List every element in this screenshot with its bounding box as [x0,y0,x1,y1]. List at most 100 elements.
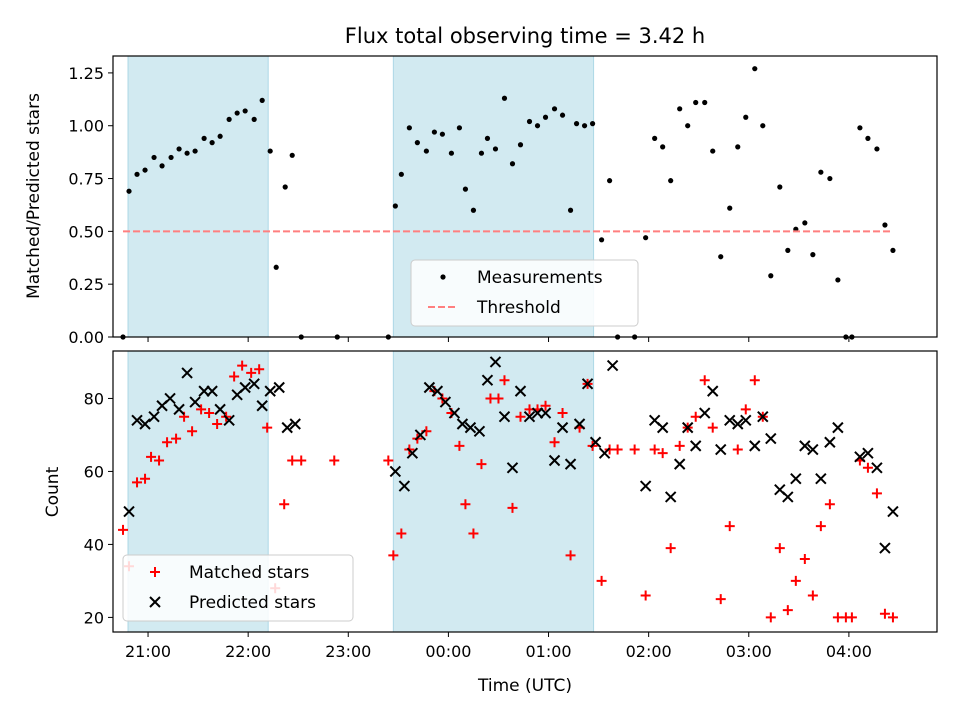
legend-box [410,259,639,327]
data-point [181,367,193,379]
data-point [865,135,871,141]
series-measurements [120,66,896,340]
y-tick-label: 80 [84,389,104,408]
data-point [448,150,455,156]
data-point [262,422,273,433]
top-axes-frame [112,55,938,338]
data-point [287,455,298,466]
data-point [810,252,816,258]
data-point [206,385,218,397]
x-axis-label: Time (UTC) [477,676,572,696]
data-point [414,140,420,146]
data-point [289,418,301,430]
legend-label: Matched stars [189,563,309,583]
data-point [556,421,569,434]
data-point [492,146,499,152]
data-point [559,112,566,118]
data-point [439,131,445,137]
data-point [598,447,611,459]
data-point [707,385,719,397]
bottom-axes-frame [112,350,938,633]
data-point [484,135,491,141]
data-point [140,473,151,484]
data-point [871,488,882,499]
data-point [501,95,508,101]
data-point [715,443,727,456]
data-point [142,167,148,173]
bottom-x-ticks: 21:00 22:00 23:00 00:00 01:00 02:00 03:00 04:00 [125,632,872,661]
data-point [564,458,577,470]
legend-marker [149,596,161,608]
data-point [724,414,736,427]
data-point [126,188,132,194]
data-point [279,499,290,510]
data-point [464,421,477,434]
data-point [774,543,785,554]
data-point [727,205,733,211]
data-point [818,169,824,175]
data-point [790,473,802,485]
data-point [204,408,215,419]
data-point [752,66,758,72]
data-point [573,121,580,127]
data-point [289,152,295,158]
data-point [824,436,836,448]
data-point [757,410,769,423]
data-point [596,575,607,586]
data-point [710,148,716,154]
y-tick-label: 20 [84,608,104,627]
data-point [735,144,741,150]
data-point [173,403,185,416]
data-point [542,114,549,120]
data-point [139,418,151,430]
data-point [815,473,827,485]
data-point [398,480,411,492]
x-tick-label: 23:00 [325,642,371,661]
top-y-axis-label: Matched/Predicted stars [24,93,44,299]
data-point [540,400,551,411]
data-point [677,106,683,112]
data-point [383,455,394,466]
data-point [539,407,552,419]
data-point [246,367,257,378]
data-point [606,359,619,372]
data-point [846,612,857,623]
data-point [693,99,699,106]
data-point [229,371,240,382]
data-point [581,123,588,129]
data-point [871,462,883,474]
x-tick-label: 01:00 [525,642,571,661]
data-point [476,459,487,470]
data-point [499,375,510,386]
data-point [874,146,880,152]
data-point [460,499,471,510]
data-point [749,440,761,452]
data-point [664,491,677,503]
data-point [629,444,640,455]
data-point [406,125,412,131]
data-point [146,451,157,462]
data-point [176,146,182,152]
data-point [657,448,668,459]
data-point [509,161,516,167]
data-point [201,135,207,141]
top-legend: Measurements Threshold [410,259,639,327]
y-tick-label: 0.00 [68,328,104,347]
data-point [832,421,844,434]
data-point [414,429,427,441]
data-point [862,447,874,459]
data-point [514,385,527,397]
data-point [267,148,273,154]
data-point [802,220,808,226]
data-point [790,575,801,586]
data-point [389,465,402,478]
data-point [273,381,285,394]
data-point [523,410,536,423]
x-tick-label: 22:00 [225,642,271,661]
data-point [196,404,207,415]
data-point [296,455,307,466]
data-point [674,440,685,451]
data-point [785,247,791,253]
data-point [259,97,265,103]
